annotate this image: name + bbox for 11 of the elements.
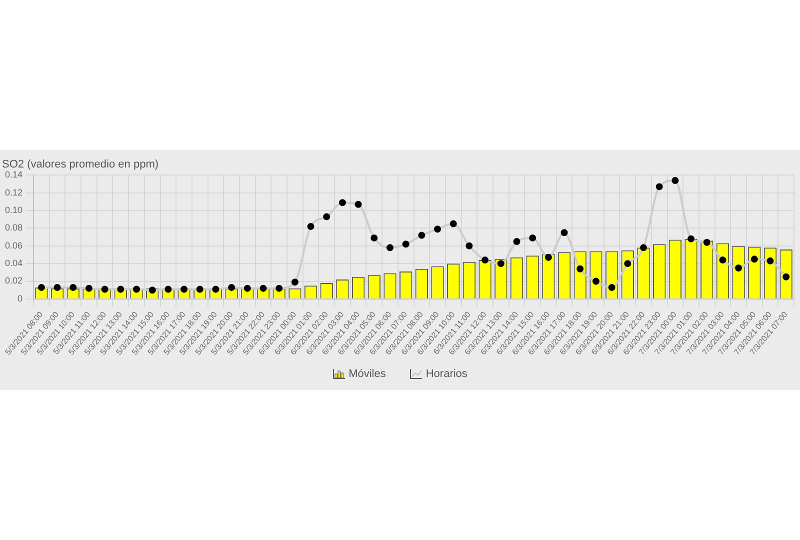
y-tick-label: 0.04 [4, 258, 23, 268]
y-tick-label: 0.08 [4, 222, 23, 233]
chart-title: SO2 (valores promedio en ppm) [2, 158, 159, 171]
y-tick-label: 0.10 [4, 205, 23, 216]
y-tick-label: 0.02 [4, 276, 23, 286]
y-tick-label: 0.06 [4, 240, 23, 250]
y-tick-label: 0 [18, 293, 23, 304]
y-tick-label: 0.14 [4, 170, 23, 180]
y-tick-label: 0.12 [4, 187, 23, 198]
legend-label: Móviles [348, 368, 386, 380]
legend-label: Horarios [426, 368, 468, 380]
